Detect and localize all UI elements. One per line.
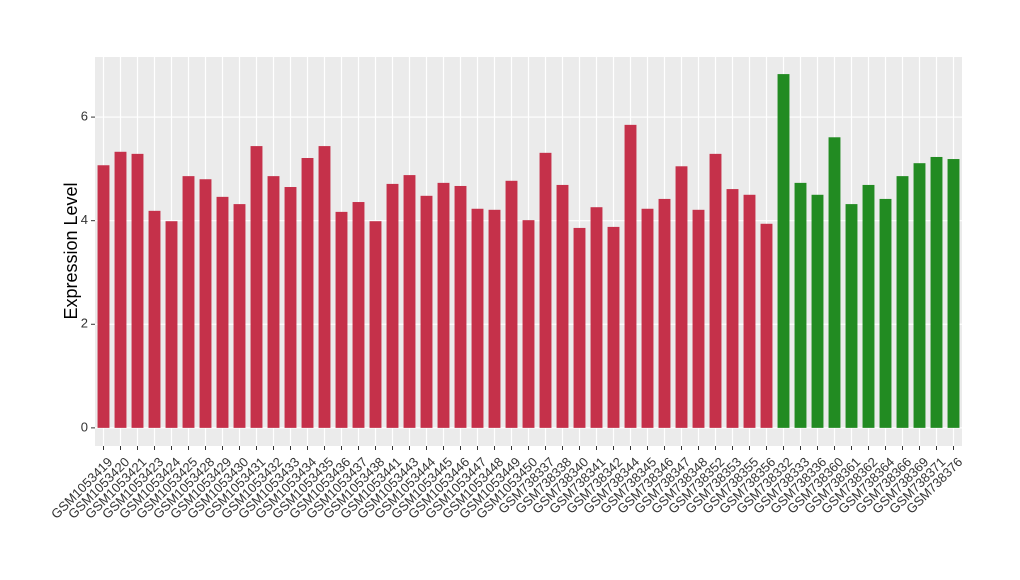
- bar: [879, 198, 892, 428]
- bar: [131, 153, 144, 428]
- bar: [624, 124, 637, 428]
- bar: [777, 74, 790, 428]
- bar: [369, 221, 382, 428]
- y-tick-label: 6: [81, 109, 88, 124]
- bar: [522, 220, 535, 428]
- bar: [862, 184, 875, 428]
- bar: [403, 175, 416, 428]
- bar: [556, 184, 569, 428]
- bar: [318, 146, 331, 428]
- bar: [590, 207, 603, 428]
- bar: [114, 151, 127, 428]
- bar: [845, 204, 858, 428]
- bar: [607, 226, 620, 428]
- bar: [233, 204, 246, 428]
- y-tick-label: 0: [81, 419, 88, 434]
- bar: [454, 185, 467, 428]
- y-axis-label: Expression Level: [61, 182, 81, 319]
- bar: [641, 208, 654, 428]
- bar: [199, 179, 212, 428]
- bar: [692, 209, 705, 428]
- bar: [709, 153, 722, 428]
- bar: [284, 187, 297, 428]
- bar: [913, 163, 926, 428]
- bar: [335, 211, 348, 428]
- bar: [250, 146, 263, 428]
- bar: [896, 176, 909, 428]
- bar: [471, 208, 484, 428]
- bar: [182, 176, 195, 428]
- bar: [165, 221, 178, 428]
- bar: [930, 156, 943, 428]
- bar: [301, 158, 314, 428]
- bar: [947, 159, 960, 428]
- bar: [386, 183, 399, 428]
- y-tick-label: 2: [81, 316, 88, 331]
- bar: [828, 137, 841, 428]
- bar: [420, 195, 433, 428]
- bar: [505, 180, 518, 428]
- bar: [726, 189, 739, 428]
- bar: [658, 198, 671, 428]
- bar: [794, 182, 807, 428]
- bar: [760, 223, 773, 428]
- bar: [539, 152, 552, 428]
- y-tick-label: 4: [81, 212, 88, 227]
- bar: [743, 194, 756, 428]
- bar: [488, 209, 501, 428]
- bar: [216, 196, 229, 428]
- bar: [352, 202, 365, 428]
- bar: [97, 165, 110, 428]
- bar: [267, 176, 280, 428]
- bar: [148, 210, 161, 428]
- bar: [811, 194, 824, 428]
- bar: [675, 166, 688, 428]
- bar: [573, 227, 586, 428]
- bar: [437, 182, 450, 428]
